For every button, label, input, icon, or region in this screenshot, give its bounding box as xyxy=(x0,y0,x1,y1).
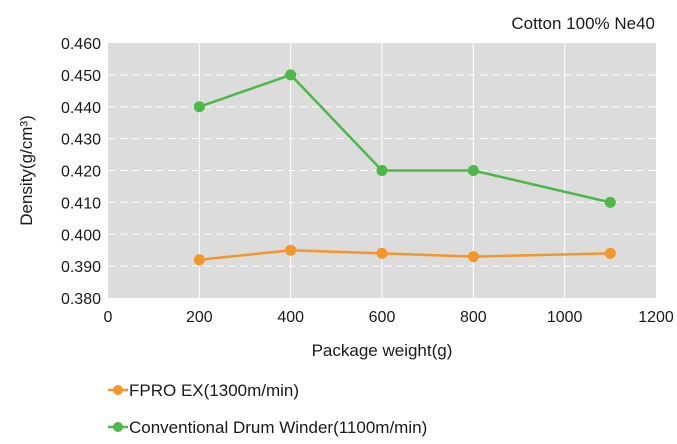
series-1-point xyxy=(285,244,297,256)
x-axis-label: Package weight(g) xyxy=(312,341,453,360)
series-2-point xyxy=(376,165,388,176)
y-tick-label: 0.410 xyxy=(61,195,101,212)
x-tick-label: 800 xyxy=(460,309,487,326)
y-tick-label: 0.420 xyxy=(61,164,101,181)
chart-subtitle: Cotton 100% Ne40 xyxy=(511,14,655,33)
x-tick-label: 0 xyxy=(104,309,113,326)
y-tick-label: 0.400 xyxy=(61,227,101,244)
series-1-point xyxy=(376,247,388,259)
legend-label: Conventional Drum Winder(1100m/min) xyxy=(129,418,427,437)
series-2-point xyxy=(193,101,205,113)
series-1-point xyxy=(193,254,205,266)
x-tick-label: 1000 xyxy=(547,309,583,326)
legend: FPRO EX(1300m/min) Conventional Drum Wind… xyxy=(108,381,427,437)
series-2-point xyxy=(604,196,616,208)
legend-label: FPRO EX(1300m/min) xyxy=(129,381,299,400)
x-tick-label: 200 xyxy=(186,309,213,326)
legend-marker xyxy=(113,422,123,432)
series-1-point xyxy=(467,251,479,263)
y-axis-label: Density(g/cm³) xyxy=(17,115,36,226)
series-2-point xyxy=(285,69,297,81)
series-1-point xyxy=(604,247,616,259)
x-tick-label: 1200 xyxy=(638,309,674,326)
x-tick-labels: 0 200 400 600 800 1000 1200 xyxy=(104,309,674,326)
legend-marker xyxy=(113,385,123,395)
y-tick-label: 0.440 xyxy=(61,100,101,117)
series-2-point xyxy=(467,165,479,176)
y-tick-label: 0.460 xyxy=(61,36,101,53)
x-tick-label: 600 xyxy=(369,309,396,326)
y-tick-label: 0.450 xyxy=(61,68,101,85)
y-tick-label: 0.430 xyxy=(61,132,101,149)
y-tick-labels: 0.380 0.390 0.400 0.410 0.420 0.430 0.440 0.450… xyxy=(61,36,101,308)
y-tick-label: 0.390 xyxy=(61,259,101,276)
y-tick-label: 0.380 xyxy=(61,291,101,308)
x-tick-label: 400 xyxy=(277,309,304,326)
legend-item-1: FPRO EX(1300m/min) xyxy=(108,381,299,400)
data-points xyxy=(193,69,616,266)
legend-item-2: Conventional Drum Winder(1100m/min) xyxy=(108,418,427,437)
